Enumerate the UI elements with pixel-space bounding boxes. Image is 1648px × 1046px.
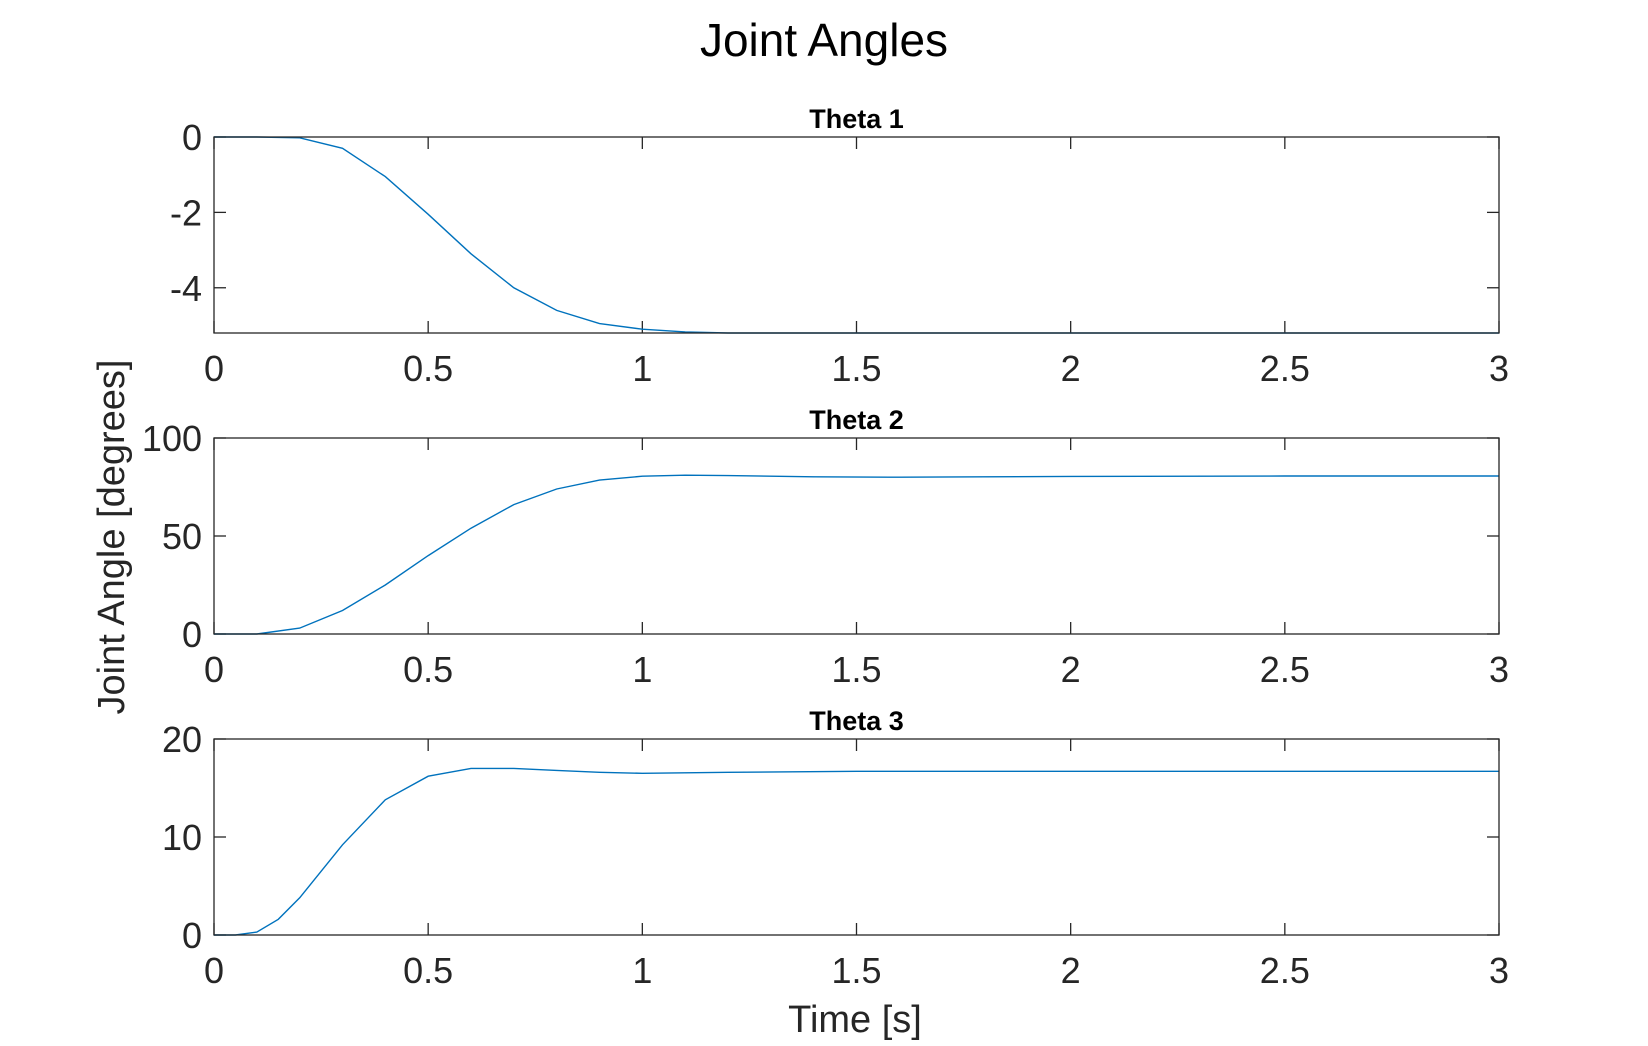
x-tick-label: 2.5 (1260, 649, 1310, 690)
y-tick-label: 50 (162, 516, 202, 557)
y-tick-label: 0 (182, 117, 202, 158)
x-axis-label: Time [s] (788, 999, 922, 1041)
x-tick-label: 2.5 (1260, 348, 1310, 389)
subplot-title: Theta 3 (809, 706, 904, 736)
x-tick-label: 0 (204, 649, 224, 690)
subplot-title: Theta 2 (809, 405, 904, 435)
x-tick-label: 3 (1489, 649, 1509, 690)
y-tick-label: 10 (162, 817, 202, 858)
series-line (214, 767, 1499, 936)
y-tick-label: 0 (182, 614, 202, 655)
axes-frame (213, 738, 1500, 936)
y-tick-label: 20 (162, 719, 202, 760)
y-tick-label: 0 (182, 915, 202, 956)
y-tick-label: -4 (170, 268, 202, 309)
x-tick-label: 1.5 (831, 649, 881, 690)
series-line (214, 136, 1499, 334)
subplot-3: Theta 3 0 0.5 1 1.5 2 2.5 3 0 10 20 (162, 706, 1509, 991)
x-tick-label: 0 (204, 348, 224, 389)
axes-frame (213, 136, 1500, 334)
subplot-panels: Theta 1 0 0.5 1 1.5 2 2.5 3 0 -2 -4 Theta 2 0 0.5 1 1.5… (142, 104, 1509, 991)
axes-frame (213, 437, 1500, 635)
figure-title: Joint Angles (700, 14, 948, 66)
y-tick-label: 100 (142, 418, 202, 459)
y-tick-label: -2 (170, 192, 202, 233)
x-tick-label: 1 (632, 950, 652, 991)
x-tick-label: 2 (1061, 649, 1081, 690)
x-tick-label: 0.5 (403, 348, 453, 389)
x-tick-label: 3 (1489, 950, 1509, 991)
x-tick-label: 1.5 (831, 950, 881, 991)
x-tick-label: 1 (632, 348, 652, 389)
x-tick-label: 2 (1061, 950, 1081, 991)
x-tick-label: 1 (632, 649, 652, 690)
x-tick-label: 0.5 (403, 950, 453, 991)
x-tick-label: 2.5 (1260, 950, 1310, 991)
x-tick-label: 2 (1061, 348, 1081, 389)
x-tick-label: 0.5 (403, 649, 453, 690)
subplot-2: Theta 2 0 0.5 1 1.5 2 2.5 3 0 50 100 (142, 405, 1509, 690)
y-axis-label: Joint Angle [degrees] (91, 360, 133, 715)
subplot-1: Theta 1 0 0.5 1 1.5 2 2.5 3 0 -2 -4 (170, 104, 1509, 389)
series-line (214, 474, 1499, 635)
x-tick-label: 1.5 (831, 348, 881, 389)
x-tick-label: 3 (1489, 348, 1509, 389)
subplot-title: Theta 1 (809, 104, 904, 134)
x-tick-label: 0 (204, 950, 224, 991)
